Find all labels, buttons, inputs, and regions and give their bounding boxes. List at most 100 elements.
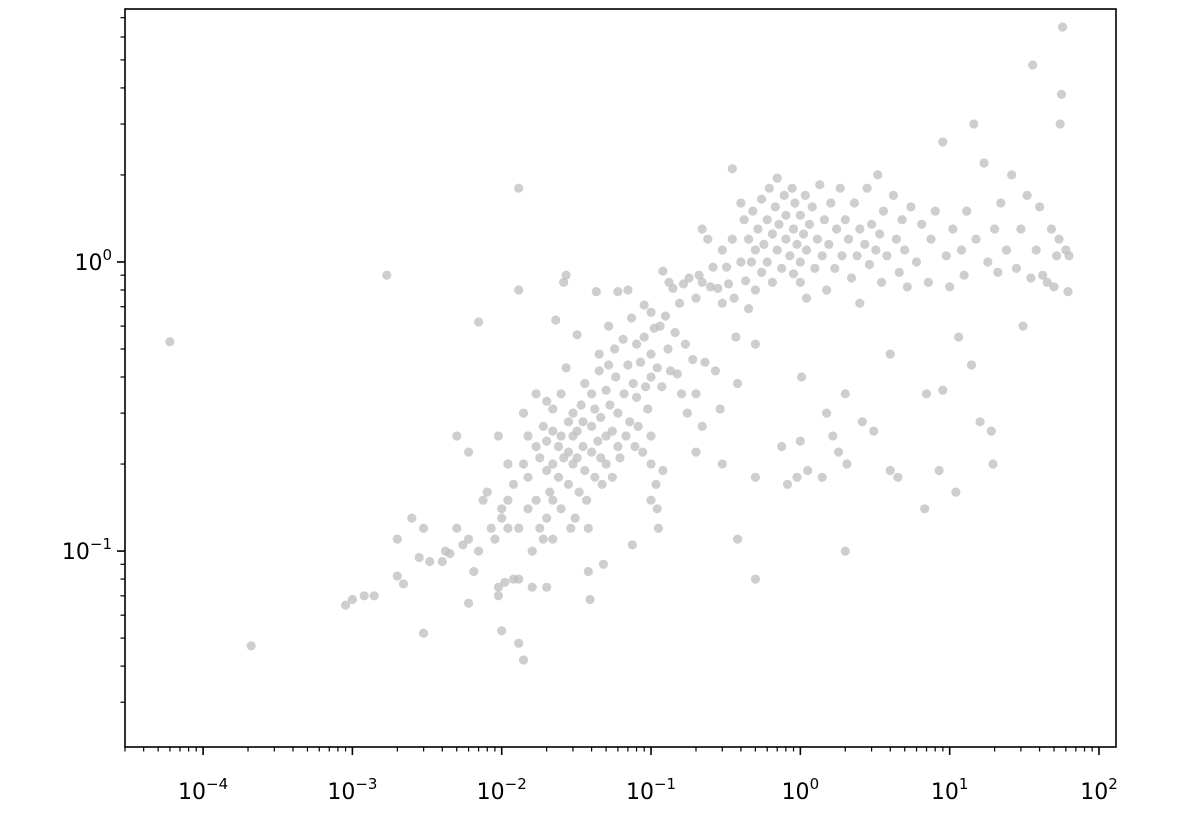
data-point bbox=[691, 447, 701, 457]
data-point bbox=[983, 257, 993, 267]
data-point bbox=[900, 245, 910, 255]
data-point bbox=[779, 190, 789, 200]
data-point bbox=[445, 549, 455, 559]
data-point bbox=[578, 417, 588, 427]
data-point bbox=[570, 513, 580, 523]
data-point bbox=[628, 378, 638, 389]
x-axis: 10−4 10−3 10−2 10−1 100 101 102 bbox=[124, 747, 1118, 805]
data-point bbox=[621, 431, 631, 441]
data-point bbox=[703, 234, 713, 244]
data-point bbox=[508, 479, 519, 489]
data-point bbox=[527, 582, 537, 592]
data-point bbox=[548, 426, 558, 436]
data-point bbox=[594, 366, 604, 376]
data-point bbox=[697, 421, 707, 431]
data-point bbox=[587, 447, 597, 457]
data-point bbox=[736, 198, 746, 208]
data-point bbox=[934, 465, 944, 476]
data-point bbox=[604, 360, 614, 370]
data-point bbox=[717, 298, 727, 308]
data-point bbox=[601, 385, 611, 395]
data-point bbox=[830, 263, 840, 273]
data-point bbox=[464, 534, 474, 544]
data-point bbox=[464, 598, 474, 608]
data-point bbox=[790, 198, 800, 208]
data-point bbox=[801, 245, 812, 255]
data-point bbox=[894, 267, 904, 277]
data-point bbox=[493, 582, 503, 592]
plot-area bbox=[125, 9, 1116, 747]
data-point bbox=[514, 574, 524, 584]
data-point bbox=[727, 234, 737, 244]
x-tick-label: 100 bbox=[782, 775, 820, 805]
data-point bbox=[670, 327, 680, 338]
data-point bbox=[392, 534, 402, 544]
data-point bbox=[497, 504, 507, 514]
data-point bbox=[414, 552, 424, 563]
data-point bbox=[1001, 245, 1012, 255]
data-point bbox=[1016, 224, 1026, 234]
data-point bbox=[531, 441, 541, 452]
data-point bbox=[855, 224, 865, 234]
data-point bbox=[523, 504, 533, 514]
data-point bbox=[962, 206, 972, 216]
data-point bbox=[563, 447, 574, 457]
data-point bbox=[548, 459, 558, 469]
data-point bbox=[596, 412, 606, 422]
data-point bbox=[514, 183, 524, 193]
data-point bbox=[710, 366, 721, 376]
data-point bbox=[852, 251, 862, 261]
data-point bbox=[727, 164, 737, 174]
data-point bbox=[792, 472, 802, 482]
data-point bbox=[597, 479, 607, 489]
data-point bbox=[757, 267, 767, 277]
data-point bbox=[619, 389, 629, 399]
data-point bbox=[1042, 277, 1052, 287]
data-point bbox=[930, 206, 940, 216]
data-point bbox=[826, 198, 836, 208]
data-point bbox=[452, 431, 462, 441]
data-point bbox=[657, 382, 667, 392]
data-point bbox=[1054, 234, 1064, 244]
data-point bbox=[921, 389, 932, 399]
data-point bbox=[986, 426, 996, 436]
data-point bbox=[767, 229, 778, 239]
data-point bbox=[1056, 89, 1066, 99]
data-point bbox=[497, 626, 507, 636]
data-point bbox=[556, 504, 566, 514]
data-point bbox=[819, 215, 830, 225]
data-point bbox=[646, 349, 656, 359]
data-point bbox=[864, 259, 875, 270]
data-point bbox=[1031, 245, 1041, 255]
data-point bbox=[674, 298, 685, 308]
data-point bbox=[663, 344, 673, 354]
data-point bbox=[723, 279, 734, 289]
data-point bbox=[660, 311, 671, 321]
data-point bbox=[535, 453, 545, 463]
data-point bbox=[767, 277, 778, 287]
data-point bbox=[652, 504, 662, 514]
data-point bbox=[1026, 273, 1036, 283]
data-point bbox=[639, 300, 649, 310]
data-point bbox=[969, 119, 979, 129]
data-point bbox=[655, 321, 665, 331]
data-point bbox=[561, 270, 571, 280]
data-point bbox=[781, 234, 791, 244]
data-point bbox=[795, 277, 805, 287]
data-point bbox=[369, 591, 379, 601]
data-point bbox=[975, 417, 985, 427]
data-point bbox=[359, 591, 369, 601]
data-point bbox=[750, 339, 761, 349]
data-point bbox=[578, 441, 588, 452]
data-point bbox=[618, 334, 628, 344]
data-point bbox=[615, 453, 625, 463]
data-point bbox=[781, 210, 791, 220]
data-point bbox=[746, 257, 757, 267]
data-point bbox=[623, 285, 633, 295]
data-point bbox=[514, 638, 524, 648]
data-point bbox=[840, 546, 850, 556]
data-point bbox=[542, 513, 552, 523]
data-point bbox=[590, 472, 600, 482]
data-point bbox=[596, 453, 606, 463]
data-point bbox=[582, 495, 592, 505]
